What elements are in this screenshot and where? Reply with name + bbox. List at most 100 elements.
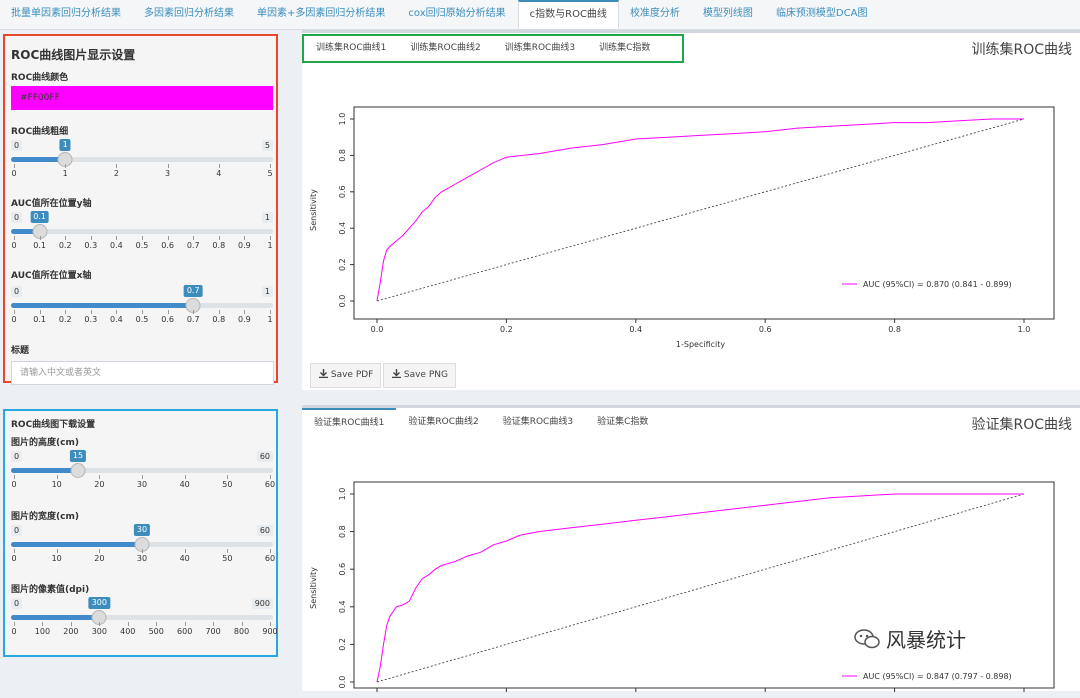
top-navigation: 批量单因素回归分析结果 多因素回归分析结果 单因素+多因素回归分析结果 cox回…	[0, 0, 1080, 30]
slider-tick	[39, 236, 41, 240]
auc-x-slider[interactable]: 0 1 0.7 0 0.1 0.2 0.3 0.4 0.5 0.6 0.7 0.8 0.9 1	[11, 285, 273, 326]
slider-max-label: 1	[261, 212, 273, 223]
wechat-icon	[854, 628, 880, 648]
x-tick-label: 0.4	[629, 325, 642, 334]
slider-tick	[244, 236, 246, 240]
validation-tabs: 验证集ROC曲线1 验证集ROC曲线2 验证集ROC曲线3 验证集C指数	[302, 408, 660, 436]
slider-tick-label: 40	[179, 480, 190, 489]
tab-valid-cindex[interactable]: 验证集C指数	[597, 417, 649, 427]
width-label: 图片的宽度(cm)	[11, 512, 79, 522]
tab-valid-roc2[interactable]: 验证集ROC曲线2	[408, 417, 479, 427]
slider-tick	[116, 236, 118, 240]
slider-tick	[270, 164, 271, 168]
slider-tick	[213, 622, 215, 626]
nav-tab-cox-raw[interactable]: cox回归原始分析结果	[408, 8, 506, 19]
y-tick-label: 0.8	[338, 149, 347, 162]
slider-tick	[270, 236, 271, 240]
slider-tick-label: 50	[222, 480, 233, 489]
dpi-slider[interactable]: 0 900 300 0 100 200 300 400 500 600 700 800 900	[11, 597, 278, 638]
height-slider[interactable]: 0 60 15 0 10 20 30 40 50 60	[11, 450, 275, 491]
height-label: 图片的高度(cm)	[11, 438, 79, 448]
slider-tick	[99, 622, 101, 626]
plot-frame	[353, 106, 1055, 320]
reference-diagonal	[376, 118, 1025, 302]
slider-tick	[14, 164, 15, 168]
width-slider[interactable]: 0 60 30 0 10 20 30 40 50 60	[11, 524, 275, 565]
nav-tab-nomogram[interactable]: 模型列线图	[702, 8, 753, 19]
y-tick-label: 0.6	[338, 563, 347, 576]
slider-tick-label: 0.8	[212, 315, 226, 324]
slider-track[interactable]	[11, 468, 273, 473]
save-png-label: Save PNG	[403, 370, 448, 380]
tab-train-roc1[interactable]: 训练集ROC曲线1	[316, 43, 387, 53]
slider-tick-label: 20	[94, 554, 105, 563]
slider-tick	[218, 164, 220, 168]
slider-track[interactable]	[11, 157, 273, 162]
auc-y-slider[interactable]: 0 1 0.1 0 0.1 0.2 0.3 0.4 0.5 0.6 0.7 0.8 0.9 1	[11, 211, 273, 252]
slider-tick-label: 0.5	[135, 315, 149, 324]
slider-fill	[11, 542, 142, 547]
training-tabs: 训练集ROC曲线1 训练集ROC曲线2 训练集ROC曲线3 训练集C指数	[302, 34, 684, 63]
nav-tab-batch-univariate[interactable]: 批量单因素回归分析结果	[11, 8, 121, 19]
slider-tick-label: 2	[113, 169, 119, 178]
slider-max-label: 60	[256, 451, 273, 462]
slider-tick	[218, 310, 220, 314]
slider-tick-label: 0	[11, 241, 17, 250]
slider-tick-label: 0.1	[33, 315, 46, 324]
slider-tick	[65, 236, 67, 240]
slider-value-label: 0.1	[30, 211, 49, 223]
slider-tick-label: 0.7	[186, 241, 200, 250]
auc-annotation: AUC (95%CI) = 0.870 (0.841 - 0.899)	[863, 280, 1012, 289]
nav-tab-dca[interactable]: 临床预测模型DCA图	[775, 8, 868, 19]
watermark: 风暴统计	[854, 624, 966, 653]
slider-tick	[227, 549, 229, 553]
tab-train-cindex[interactable]: 训练集C指数	[599, 43, 651, 53]
slider-track[interactable]	[11, 229, 273, 234]
slider-tick	[65, 310, 67, 314]
tab-valid-roc1[interactable]: 验证集ROC曲线1	[302, 408, 397, 436]
slider-tick	[56, 475, 58, 479]
slider-tick	[116, 310, 118, 314]
tab-train-roc3[interactable]: 训练集ROC曲线3	[504, 43, 576, 53]
x-tick-label: 0.2	[500, 325, 513, 334]
slider-tick	[184, 549, 186, 553]
watermark-text: 风暴统计	[886, 628, 966, 652]
dpi-label: 图片的像素值(dpi)	[11, 585, 90, 595]
auc-y-label: AUC值所在位置y轴	[11, 199, 92, 209]
slider-tick	[227, 475, 229, 479]
slider-tick-label: 0	[11, 627, 17, 636]
slider-tick-label: 0.1	[33, 241, 46, 250]
slider-tick-label: 0.6	[161, 315, 174, 324]
slider-tick-label: 0.7	[186, 315, 200, 324]
nav-tab-calibration[interactable]: 校准度分析	[629, 8, 680, 19]
roc-width-label: ROC曲线粗细	[11, 127, 69, 137]
slider-tick	[270, 475, 271, 479]
slider-value-label: 1	[59, 139, 71, 151]
slider-tick	[39, 310, 41, 314]
save-png-button[interactable]: Save PNG	[383, 363, 456, 388]
y-axis-label: Sensitivity	[309, 567, 318, 609]
tab-train-roc2[interactable]: 训练集ROC曲线2	[410, 43, 481, 53]
roc-color-input[interactable]: #FF00FF	[11, 86, 273, 110]
slider-track[interactable]	[11, 615, 273, 620]
x-tick-label: 0.6	[759, 325, 772, 334]
slider-min-label: 0	[11, 286, 23, 297]
slider-tick	[142, 549, 143, 553]
slider-max-label: 5	[261, 140, 273, 151]
nav-tab-uni-multi[interactable]: 单因素+多因素回归分析结果	[257, 8, 386, 19]
slider-tick	[99, 475, 101, 479]
slider-fill	[11, 303, 194, 308]
save-pdf-button[interactable]: Save PDF	[310, 363, 382, 388]
save-pdf-label: Save PDF	[330, 370, 374, 380]
slider-tick	[244, 310, 246, 314]
slider-handle[interactable]	[70, 463, 86, 478]
tab-valid-roc3[interactable]: 验证集ROC曲线3	[502, 417, 574, 427]
title-label: 标题	[11, 346, 30, 356]
title-input[interactable]: 请输入中文或者英文	[11, 361, 274, 385]
slider-tick-label: 200	[63, 627, 79, 636]
roc-color-label: ROC曲线颜色	[11, 73, 69, 83]
nav-tab-multivariate[interactable]: 多因素回归分析结果	[144, 8, 234, 19]
nav-tab-cindex-roc[interactable]: c指数与ROC曲线	[517, 0, 619, 29]
